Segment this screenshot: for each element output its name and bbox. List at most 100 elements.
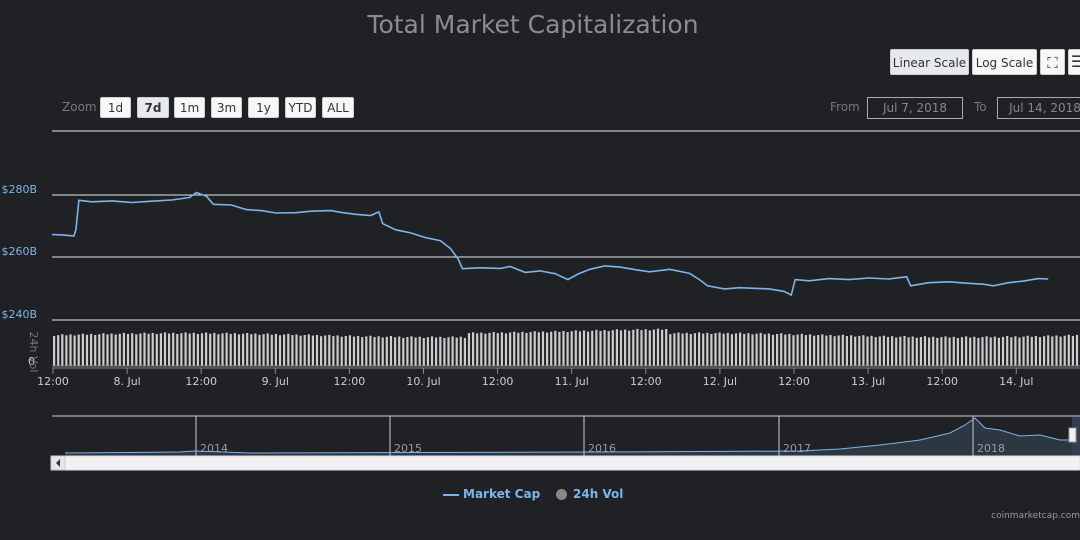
volume-bar <box>246 333 249 366</box>
linear-scale-button[interactable]: Linear Scale <box>890 49 969 75</box>
volume-bar <box>903 336 906 366</box>
legend-market-cap-label: Market Cap <box>463 487 541 501</box>
volume-bar <box>176 334 179 366</box>
volume-bar <box>960 337 964 366</box>
x-tick-label: 9. Jul <box>262 375 289 388</box>
volume-bar <box>1006 336 1009 366</box>
zoom-button-ytd[interactable]: YTD <box>285 97 316 118</box>
volume-bar <box>1022 336 1025 366</box>
volume-bar <box>209 333 212 366</box>
volume-bar <box>237 334 241 366</box>
volume-bar <box>615 329 618 366</box>
volume-bar <box>665 329 668 366</box>
volume-bar <box>747 333 750 366</box>
volume-bar <box>743 333 746 366</box>
volume-bar <box>595 329 598 366</box>
volume-bar <box>948 337 951 366</box>
volume-bar <box>1014 336 1017 366</box>
volume-bar <box>65 335 68 366</box>
volume-bar <box>455 337 458 366</box>
zoom-button-7d[interactable]: 7d <box>137 97 169 118</box>
volume-bar <box>348 335 351 366</box>
volume-bar <box>163 332 167 366</box>
volume-bar <box>759 332 762 366</box>
volume-bar <box>599 330 602 366</box>
volume-bar <box>295 334 298 366</box>
volume-bar <box>90 333 93 366</box>
volume-bar <box>525 333 528 366</box>
volume-bar <box>328 334 331 366</box>
hamburger-menu-icon[interactable]: ☰ <box>1068 49 1080 75</box>
volume-bar <box>755 333 758 366</box>
fullscreen-icon[interactable]: ⛶ <box>1040 49 1065 75</box>
volume-bar <box>550 331 553 366</box>
zoom-button-3m[interactable]: 3m <box>211 97 242 118</box>
volume-bar <box>196 334 199 366</box>
volume-bar <box>973 336 976 366</box>
volume-bar <box>1001 336 1005 366</box>
volume-bar <box>1030 336 1033 366</box>
volume-bar <box>188 333 191 366</box>
zoom-button-all[interactable]: ALL <box>322 97 354 118</box>
volume-bar <box>529 332 532 366</box>
volume-bar <box>886 336 890 366</box>
volume-bar <box>250 334 253 366</box>
volume-bar <box>459 336 462 366</box>
volume-bar <box>233 333 236 366</box>
volume-bar <box>69 334 72 366</box>
navigator-line <box>64 417 1072 454</box>
legend-volume[interactable]: 24h Vol <box>556 487 623 501</box>
volume-bar <box>710 334 713 366</box>
volume-bar <box>242 333 245 366</box>
volume-bar <box>1010 337 1013 366</box>
from-date-input[interactable]: Jul 7, 2018 <box>867 97 963 119</box>
navigator-year-label: 2015 <box>394 442 422 455</box>
volume-bar <box>110 333 113 366</box>
volume-bar <box>624 329 627 366</box>
volume-bar <box>299 335 302 366</box>
volume-bar <box>1063 335 1066 366</box>
volume-bar <box>681 333 684 366</box>
volume-bar <box>689 334 692 366</box>
volume-bar <box>940 337 943 366</box>
navigator-scrollbar-track[interactable] <box>50 455 1080 471</box>
volume-bar <box>381 337 384 366</box>
volume-bar <box>726 332 729 366</box>
volume-bar <box>73 335 76 366</box>
volume-bar <box>488 332 491 366</box>
zoom-button-1y[interactable]: 1y <box>248 97 279 118</box>
volume-bar <box>180 333 183 366</box>
volume-bar <box>504 333 508 366</box>
y-tick-label: $260B <box>1 245 37 258</box>
volume-bar <box>135 334 138 366</box>
volume-bar <box>439 336 442 366</box>
volume-bar <box>122 332 125 366</box>
volume-bar <box>562 331 565 366</box>
x-tick-label: 12. Jul <box>703 375 737 388</box>
log-scale-button[interactable]: Log Scale <box>972 49 1037 75</box>
volume-bar <box>574 330 577 366</box>
x-tick-label: 12:00 <box>185 375 217 388</box>
volume-bar <box>151 332 154 366</box>
volume-bar <box>907 337 910 366</box>
volume-bar <box>603 330 606 366</box>
to-date-input[interactable]: Jul 14, 2018 <box>997 97 1080 119</box>
volume-bar <box>911 336 914 366</box>
volume-bar <box>587 331 590 366</box>
volume-bar <box>895 337 898 366</box>
x-tick-label: 12:00 <box>778 375 810 388</box>
x-tick-label: 13. Jul <box>851 375 885 388</box>
zoom-button-1d[interactable]: 1d <box>100 97 131 118</box>
navigator-handle[interactable] <box>1068 427 1077 443</box>
volume-bar <box>340 336 343 366</box>
legend-market-cap[interactable]: Market Cap <box>443 487 540 501</box>
chevron-left-icon <box>56 459 60 467</box>
volume-bar <box>373 337 376 366</box>
from-label: From <box>830 100 860 114</box>
volume-bar <box>833 336 836 366</box>
volume-bar <box>874 337 877 366</box>
credit-link[interactable]: coinmarketcap.com <box>991 511 1080 521</box>
zoom-button-1m[interactable]: 1m <box>174 97 205 118</box>
volume-bar <box>320 336 323 366</box>
